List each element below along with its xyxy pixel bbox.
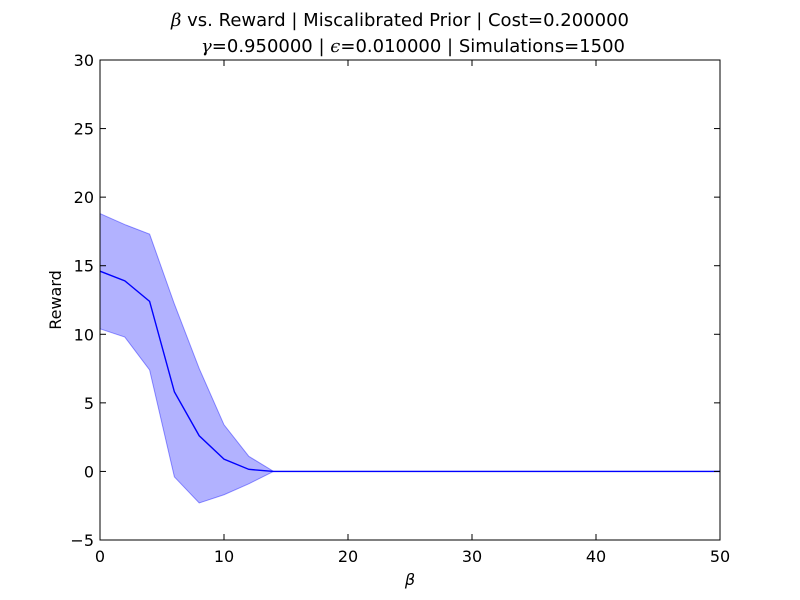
x-tick-label: 20 (338, 547, 358, 566)
x-tick-label: 10 (214, 547, 234, 566)
y-tick-label: 20 (74, 188, 94, 207)
x-tick-label: 0 (95, 547, 105, 566)
chart-title-line1: β vs. Reward | Miscalibrated Prior | Cos… (170, 10, 629, 31)
y-tick-label: 25 (74, 120, 94, 139)
y-axis-label: Reward (46, 270, 65, 330)
title-beta-symbol: β (170, 10, 181, 31)
title-gamma-text: =0.950000 | (212, 36, 330, 57)
y-tick-label: −5 (70, 531, 94, 550)
x-tick-label: 50 (710, 547, 730, 566)
title-line1-text: vs. Reward | Miscalibrated Prior | Cost=… (181, 10, 629, 31)
plot-frame (99, 59, 721, 541)
chart-title-line2: γ=0.950000 | ϵ=0.010000 | Simulations=15… (201, 36, 625, 57)
x-axis-label: β (404, 570, 415, 589)
y-tick-label: 15 (74, 257, 94, 276)
y-tick-label: 10 (74, 325, 94, 344)
confidence-band (99, 212, 720, 504)
title-epsilon-symbol: ϵ (330, 36, 340, 57)
confidence-band-layer (99, 212, 720, 504)
y-tick-label: 30 (74, 51, 94, 70)
x-tick-label: 40 (586, 547, 606, 566)
y-tick-label: 5 (84, 394, 94, 413)
title-gamma-symbol: γ (201, 36, 212, 57)
mean-line-layer (99, 270, 720, 473)
mean-reward-line (99, 270, 720, 473)
x-tick-label: 30 (462, 547, 482, 566)
title-epsilon-text: =0.010000 | Simulations=1500 (340, 36, 625, 57)
y-tick-label: 0 (84, 462, 94, 481)
